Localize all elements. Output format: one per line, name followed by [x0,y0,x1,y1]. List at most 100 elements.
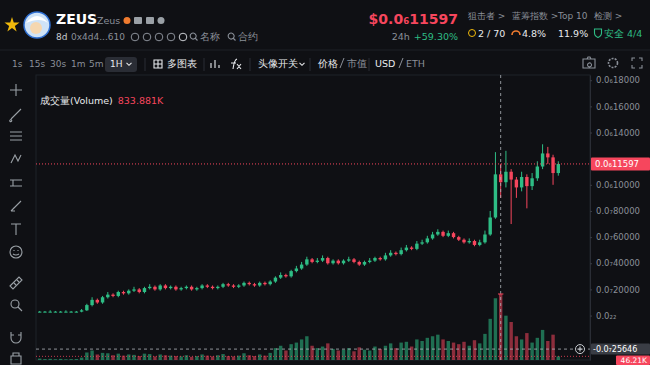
candle-body [158,285,161,289]
drawing-tool[interactable] [10,180,22,186]
screen: ZEUSZeus8d0x4d4...610名称合约$0.0₆11597+59.3… [0,0,650,365]
drawing-tool[interactable] [10,246,22,258]
interval-button[interactable]: 1m [71,59,86,69]
candle-body [132,289,135,290]
stat-label[interactable]: 狙击者 > [468,11,505,21]
candle-body [117,292,120,296]
candle-body [551,157,554,173]
candle-body [38,312,41,313]
candle-body [347,259,350,260]
drawing-tool[interactable] [10,84,22,96]
volume-bar [363,350,366,360]
market-cap-mode[interactable]: 市值 [347,58,367,69]
candle-body [69,312,72,313]
volume-bar [279,346,282,360]
multi-chart-icon[interactable] [154,60,162,68]
slash [340,58,344,68]
candle-body [242,283,245,286]
interval-button[interactable]: 15s [29,59,45,69]
interval-button[interactable]: 30s [50,59,66,69]
volume-bar [478,343,481,360]
volume-bar [530,343,533,360]
candle-body [337,261,340,264]
volume-bar [405,342,408,360]
candle-body [64,312,67,313]
volume-bar [158,354,161,360]
drawing-tool[interactable] [11,300,22,311]
y-tick-label: 0.0₇20000 [596,285,640,295]
social-link[interactable] [143,33,151,41]
y-tick-label: 0.0₆16000 [596,102,640,112]
favorite-star[interactable] [4,17,19,31]
volume-bar [420,341,423,360]
drawing-tool[interactable] [11,332,21,343]
drawing-tool[interactable] [11,155,21,163]
toolbar-separator [204,58,205,71]
y-tick-mark [590,185,592,186]
eth-mode[interactable]: ETH [406,58,425,69]
token-logo-face [30,22,42,34]
candle-body [457,237,460,240]
fullscreen-icon[interactable] [632,58,642,68]
indicator-icon[interactable] [211,60,219,68]
formula-icon[interactable] [231,59,241,69]
social-link[interactable] [167,33,175,41]
crosshair-add-button[interactable] [576,345,585,354]
volume-bar [394,348,397,360]
social-link[interactable] [155,33,163,41]
candle-body [138,289,141,292]
candle-body [462,240,465,243]
token-address[interactable]: 0x4d4...610 [71,32,125,42]
candle-body [258,283,261,286]
usd-mode[interactable]: USD [375,58,395,69]
social-link[interactable] [131,33,139,41]
stat-label[interactable]: 蓝筹指数 > [512,11,558,21]
toolbar-separator [250,58,251,71]
interval-button[interactable]: 5m [89,59,104,69]
drawing-tool[interactable] [10,109,21,122]
search-icon[interactable] [228,33,235,40]
stat-label[interactable]: Top 10 [557,11,588,21]
y-tick-mark [590,316,592,317]
volume-bar [546,341,549,360]
candle-body [221,284,224,287]
avatar-toggle[interactable]: 头像开关 [258,58,298,69]
price-mode[interactable]: 价格 [317,58,338,69]
candle-body [90,300,93,305]
drawing-tool[interactable] [10,132,22,140]
volume-bar [520,339,523,360]
drawing-tool[interactable] [10,277,22,289]
candle-body [289,271,292,276]
y-tick-label: 0.0₂₂ [596,311,616,321]
search-contract[interactable]: 合约 [238,31,258,42]
volume-bar [310,346,313,360]
social-link[interactable] [179,33,187,41]
toolbar-separator [369,58,370,71]
drawing-tool[interactable] [11,353,21,364]
settings-icon[interactable] [609,59,618,68]
interval-button[interactable]: 1s [12,59,23,69]
interval-button[interactable]: 1H [110,59,123,69]
volume-bar [410,347,413,360]
token-name: Zeus [97,15,120,26]
candle-body [368,261,371,262]
candle-body [478,242,481,245]
volume-bar [436,335,439,360]
candle-body [305,259,308,264]
y-tick-label: 0.0₆14000 [596,128,640,138]
drawing-tool[interactable] [11,224,21,235]
stat-label[interactable]: 检测 > [594,11,622,21]
volume-label: 46.21K [621,356,648,365]
multi-chart-button[interactable]: 多图表 [167,58,197,69]
crosshair-label: -0.0₇25646 [593,345,637,354]
search-icon[interactable] [190,33,197,40]
volume-bar [59,359,62,360]
volume-bar [127,354,130,360]
search-name[interactable]: 名称 [200,31,220,42]
crosshair-add-icon[interactable] [578,347,583,352]
drawing-tool[interactable] [11,201,21,211]
screenshot-icon[interactable] [583,57,595,68]
candle-body [300,265,303,269]
volume-bar [221,354,224,360]
badge [146,17,154,24]
